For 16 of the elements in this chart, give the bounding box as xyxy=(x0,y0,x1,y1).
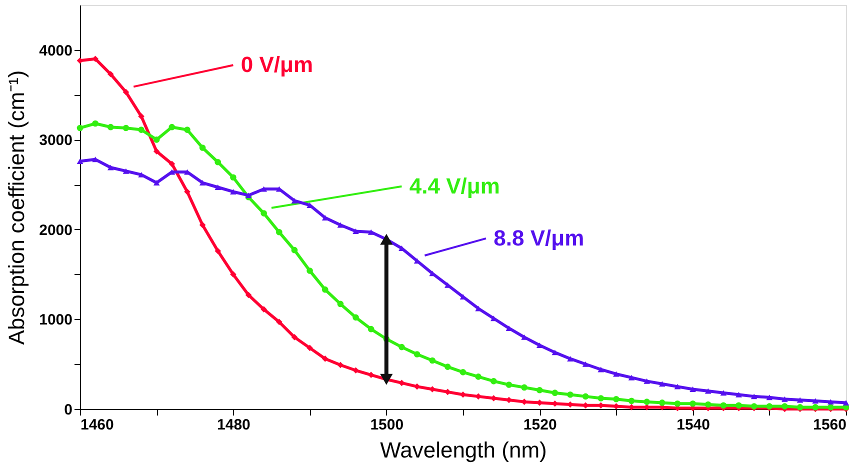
x-tick-label: 1500 xyxy=(370,416,404,434)
x-tick-label: 1520 xyxy=(523,416,557,434)
y-tick-label: 4000 xyxy=(39,42,72,60)
y-axis-title: Absorption coefficient (cm⁻¹) xyxy=(4,70,30,345)
x-axis-title: Wavelength (nm) xyxy=(380,438,547,462)
text: 4.4 V/μm xyxy=(409,173,500,198)
legend-label: 8.8 V/μm xyxy=(494,225,584,250)
y-tick-label: 0 xyxy=(64,402,72,418)
y-tick-label: 2000 xyxy=(39,222,72,239)
x-tick-label: 1480 xyxy=(217,416,250,434)
y-tick-label: 1000 xyxy=(39,312,72,329)
x-tick-label: 1560 xyxy=(813,416,846,434)
legend-label: 0 V/μm xyxy=(240,52,314,78)
x-tick-label: 1540 xyxy=(676,416,710,434)
y-tick-label: 3000 xyxy=(39,132,72,150)
x-tick-label: 1460 xyxy=(80,416,114,434)
